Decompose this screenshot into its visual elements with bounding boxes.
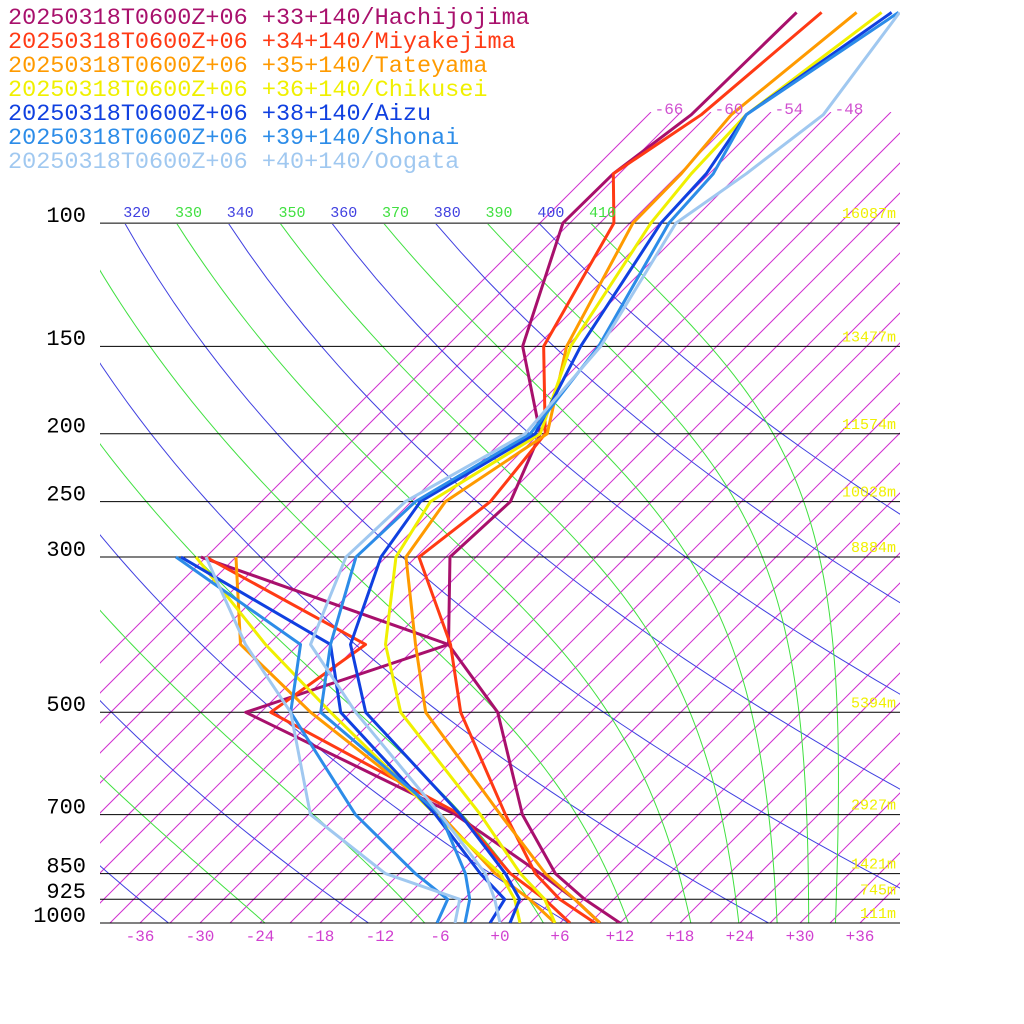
isotherm-label: -48 — [835, 101, 864, 119]
pressure-label: 500 — [46, 693, 86, 718]
x-tick-label: -6 — [430, 928, 449, 946]
x-tick-label: -36 — [126, 928, 155, 946]
adiabat-label: 410 — [589, 205, 616, 222]
legend-entry: 20250318T0600Z+06 +38+140/Aizu — [8, 101, 431, 128]
height-label: 2927m — [851, 798, 896, 815]
isotherm — [259, 282, 900, 923]
legend-entry: 20250318T0600Z+06 +34+140/Miyakejima — [8, 29, 516, 56]
x-tick-label: +6 — [550, 928, 569, 946]
x-tick-label: -12 — [366, 928, 395, 946]
isotherm-label: -54 — [775, 101, 804, 119]
adiabat-label: 320 — [123, 205, 150, 222]
isotherm — [559, 582, 900, 923]
x-tick-label: -18 — [306, 928, 335, 946]
temperature-line — [404, 11, 858, 923]
isotherm — [649, 672, 900, 923]
height-label: 111m — [860, 906, 896, 923]
pressure-label: 1000 — [33, 904, 86, 929]
isotherm — [439, 462, 900, 923]
legend-entry: 20250318T0600Z+06 +36+140/Chikusei — [8, 77, 487, 104]
height-label: 8884m — [851, 540, 896, 557]
isotherm — [679, 702, 900, 923]
height-label: 11574m — [842, 417, 896, 434]
isotherm — [199, 222, 900, 923]
isotherm — [100, 112, 742, 754]
adiabat-label: 350 — [279, 205, 306, 222]
pressure-label: 100 — [46, 204, 86, 229]
temperature-line — [447, 11, 798, 923]
adiabat-label: 370 — [382, 205, 409, 222]
dewpoint-line — [204, 556, 462, 923]
isotherm — [100, 112, 862, 874]
isotherm — [109, 132, 900, 923]
height-label: 10028m — [842, 485, 896, 502]
isotherm — [469, 492, 900, 923]
height-label: 5394m — [851, 695, 896, 712]
isotherm — [709, 732, 900, 923]
temperature-line — [349, 11, 893, 923]
legend-entry: 20250318T0600Z+06 +35+140/Tateyama — [8, 53, 487, 80]
x-tick-label: +18 — [666, 928, 695, 946]
adiabat-label: 360 — [330, 205, 357, 222]
isotherm — [589, 612, 900, 923]
x-tick-label: +36 — [846, 928, 875, 946]
adiabat-label: 390 — [486, 205, 513, 222]
isotherm — [100, 112, 802, 814]
legend-entry: 20250318T0600Z+06 +39+140/Shonai — [8, 125, 459, 152]
pressure-label: 200 — [46, 415, 86, 440]
labels: -66 -60 -54 -48 320 340 360 380 400 330 350 370 390 4… — [8, 5, 896, 946]
x-tick-label: +24 — [726, 928, 755, 946]
height-label: 16087m — [842, 206, 896, 223]
isotherm-label: -60 — [715, 101, 744, 119]
pressure-label: 250 — [46, 482, 86, 507]
isotherm — [619, 642, 900, 923]
isotherm — [349, 372, 900, 923]
pressure-label: 700 — [46, 795, 86, 820]
legend-entry: 20250318T0600Z+06 +33+140/Hachijojima — [8, 5, 530, 32]
isotherm — [319, 342, 900, 923]
isotherm-label: -66 — [655, 101, 684, 119]
soundings — [175, 11, 900, 923]
x-tick-label: -24 — [246, 928, 275, 946]
height-label: 745m — [860, 882, 896, 899]
height-label: 1421m — [851, 857, 896, 874]
adiabat-label: 330 — [175, 205, 202, 222]
pressure-label: 150 — [46, 327, 86, 352]
pressure-grid — [100, 222, 900, 924]
isotherm — [529, 552, 900, 923]
isotherm — [289, 312, 900, 923]
isotherm — [139, 162, 900, 923]
isotherm — [100, 112, 832, 844]
isotherm — [100, 112, 652, 664]
pressure-label: 925 — [46, 880, 86, 905]
isotherm — [499, 522, 900, 923]
isotherm — [229, 252, 900, 923]
pressure-label: 850 — [46, 854, 86, 879]
dewpoint-line — [175, 555, 450, 923]
temperature-line — [309, 11, 900, 923]
isotherm — [100, 112, 682, 694]
pressure-label: 300 — [46, 538, 86, 563]
x-tick-label: +30 — [786, 928, 815, 946]
isotherm — [100, 112, 712, 724]
x-tick-label: +0 — [490, 928, 509, 946]
adiabat-label: 340 — [227, 205, 254, 222]
temperature-line — [417, 11, 823, 923]
adiabat-label: 400 — [537, 205, 564, 222]
temperature-line — [319, 11, 900, 923]
isotherm — [739, 762, 900, 923]
x-tick-label: +12 — [606, 928, 635, 946]
legend-entry: 20250318T0600Z+06 +40+140/Oogata — [8, 149, 459, 176]
isotherm — [100, 112, 892, 904]
x-tick-label: -30 — [186, 928, 215, 946]
temperature-line — [384, 11, 883, 923]
adiabat-label: 380 — [434, 205, 461, 222]
height-label: 13477m — [842, 329, 896, 346]
